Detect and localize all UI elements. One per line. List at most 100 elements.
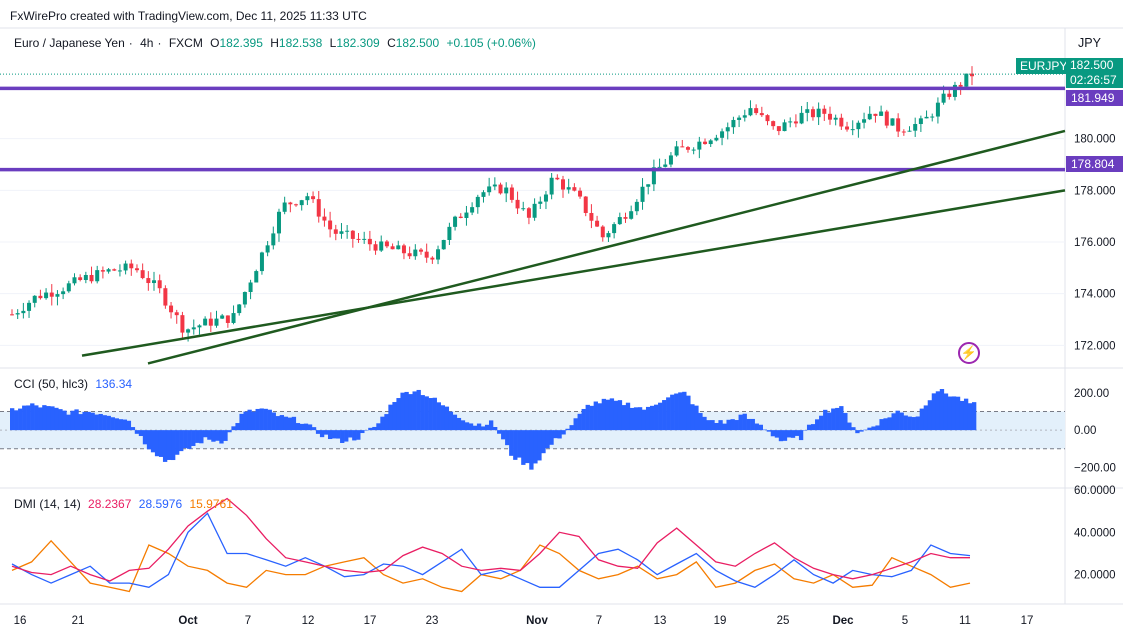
symbol-name[interactable]: Euro / Japanese Yen [14, 36, 125, 50]
candle-body [714, 137, 719, 141]
candle-body [549, 177, 554, 195]
cci-bar [22, 405, 27, 431]
candle-body [66, 283, 71, 292]
dmi-legend[interactable]: DMI (14, 14) 28.2367 28.5976 15.9761 [14, 497, 237, 511]
cci-bar [726, 419, 731, 431]
cci-bar [827, 412, 832, 431]
cci-bar [533, 430, 538, 464]
dmi-tick-label: 40.0000 [1074, 527, 1116, 539]
cci-bar [368, 427, 373, 431]
cci-bar [384, 414, 389, 431]
cci-bar [118, 419, 124, 431]
time-tick-label: 12 [302, 615, 315, 627]
cci-bar [698, 413, 703, 431]
candle-body [816, 108, 821, 118]
cci-bar [275, 416, 280, 431]
cci-bar [488, 420, 494, 431]
cci-bar [682, 391, 687, 431]
time-tick-label: Dec [832, 615, 854, 627]
candle-body [845, 126, 850, 130]
candle-body [952, 84, 957, 97]
ohlc-high: 182.538 [278, 36, 323, 50]
cci-bar [98, 413, 103, 431]
candle-body [242, 292, 247, 305]
cci-bar [154, 430, 160, 457]
cci-bar [452, 414, 458, 431]
candle-body [123, 263, 128, 271]
candle-body [191, 327, 196, 330]
cci-bar [432, 397, 437, 431]
candle-body [589, 212, 594, 221]
cci-bar [891, 413, 896, 431]
cci-bar [130, 427, 136, 431]
cci-bar [58, 409, 63, 431]
time-tick-label: 25 [777, 615, 790, 627]
cci-bar [158, 430, 164, 457]
dmi-tick-label: 60.0000 [1074, 485, 1116, 497]
cci-bar [505, 430, 510, 446]
cci-legend[interactable]: CCI (50, hlc3) 136.34 [14, 377, 136, 391]
dmi-adx-line [11, 497, 970, 582]
symbol-timeframe[interactable]: 4h [140, 36, 154, 50]
currency-label[interactable]: JPY [1078, 36, 1101, 50]
candle-body [333, 229, 338, 234]
cci-bar [448, 411, 454, 431]
cci-bar [388, 404, 393, 431]
cci-bar [348, 430, 353, 438]
cci-bar [239, 413, 244, 431]
candle-body [896, 118, 901, 132]
cci-bar [251, 411, 256, 431]
cci-bar [529, 430, 534, 470]
ticker-tag: EURJPY [1016, 58, 1072, 74]
candle-body [492, 184, 497, 187]
candle-body [634, 201, 639, 212]
candle-body [930, 116, 935, 118]
cci-bar [509, 430, 514, 456]
cci-bar [392, 402, 397, 431]
cci-bar [963, 398, 969, 431]
candle-body [470, 207, 475, 213]
dmi-title: DMI (14, 14) [14, 497, 81, 511]
cci-bar [549, 430, 554, 445]
cci-bar [150, 430, 156, 453]
cci-bar [581, 408, 586, 431]
candle-body [384, 241, 389, 247]
cci-bar [235, 423, 240, 431]
cci-bar [633, 407, 639, 431]
lightning-icon[interactable]: ⚡ [958, 342, 980, 364]
candle-body [913, 124, 918, 131]
cci-value: 136.34 [95, 377, 133, 391]
candle-body [447, 226, 452, 240]
ohlc-high-label: H [270, 36, 279, 50]
cci-bar [187, 430, 192, 449]
candle-body [282, 202, 287, 212]
cci-bar [521, 430, 526, 465]
cci-bar [742, 413, 747, 431]
candle-body [742, 115, 747, 118]
cci-bar [967, 403, 973, 431]
time-tick-label: 11 [959, 615, 971, 627]
candle-body [464, 212, 469, 218]
time-tick-label: 16 [14, 615, 27, 627]
cci-bar [690, 404, 695, 431]
candle-body [935, 102, 940, 117]
symbol-legend[interactable]: Euro / Japanese Yen · 4h · FXCM O182.395 H… [14, 36, 536, 50]
cci-bar [895, 410, 900, 431]
candle-body [970, 73, 974, 77]
cci-bar [307, 424, 313, 431]
cci-bar [42, 405, 47, 431]
cci-bar [879, 419, 884, 431]
cci-bar [484, 424, 490, 431]
candle-body [49, 292, 54, 297]
cci-bar [762, 429, 768, 431]
candle-body [737, 117, 742, 120]
candle-body [83, 274, 88, 281]
cci-bar [26, 405, 31, 431]
candle-body [100, 270, 105, 272]
candle-body [827, 113, 832, 120]
cci-bar [859, 430, 864, 432]
candle-body [163, 288, 168, 306]
cci-title: CCI (50, hlc3) [14, 377, 89, 391]
candle-body [271, 233, 276, 246]
